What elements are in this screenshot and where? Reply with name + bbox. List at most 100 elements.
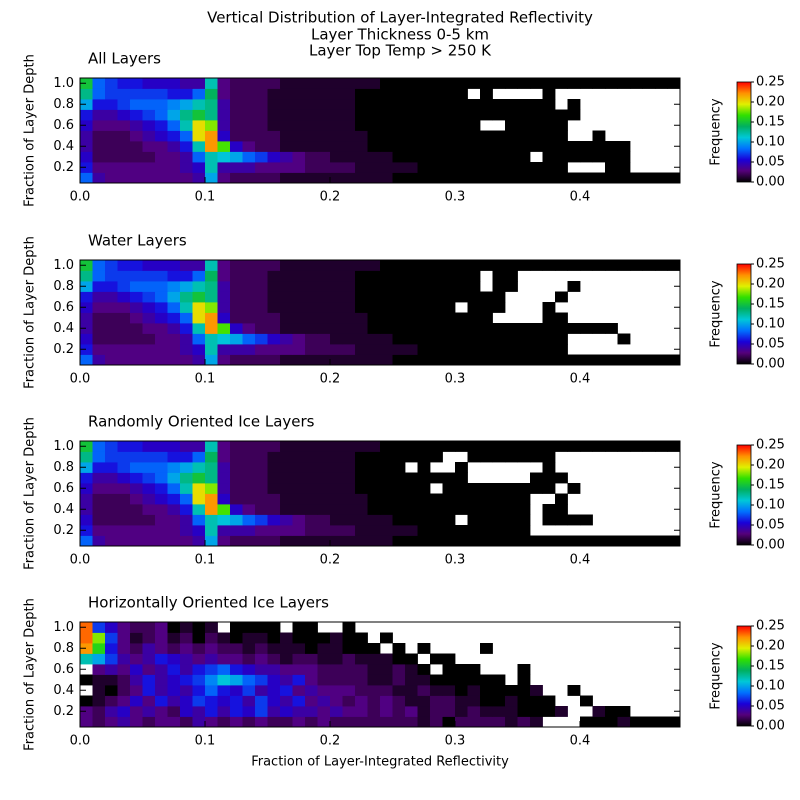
heatmap-cell [242, 472, 256, 484]
heatmap-cell [330, 78, 343, 89]
heatmap-cell [480, 302, 493, 313]
heatmap-cell [92, 141, 106, 152]
heatmap-cell [417, 483, 431, 494]
heatmap-cell [542, 141, 556, 152]
heatmap-cell [442, 472, 456, 484]
heatmap-cell [192, 706, 206, 717]
colorbar-tick-label: 0.15 [756, 297, 785, 312]
heatmap-cell [317, 525, 331, 536]
heatmap-cell [430, 525, 443, 536]
heatmap-cell [105, 109, 118, 121]
heatmap-cell [167, 535, 181, 547]
heatmap-cell [167, 78, 181, 89]
heatmap-cell [230, 120, 243, 131]
heatmap-cell [192, 281, 206, 292]
heatmap-cell [305, 354, 318, 366]
heatmap-cell [105, 472, 118, 484]
heatmap-cell [217, 302, 231, 313]
heatmap-cell [217, 643, 231, 654]
heatmap-cell [530, 472, 543, 484]
heatmap-cell [80, 472, 93, 484]
heatmap-cell [292, 504, 306, 515]
heatmap-cell [230, 643, 243, 654]
heatmap-cell [292, 664, 306, 675]
heatmap-cell [455, 706, 468, 717]
heatmap-cell [167, 695, 181, 707]
heatmap-cell [417, 706, 431, 717]
heatmap-cell [292, 151, 306, 163]
heatmap-cell [467, 323, 481, 334]
heatmap-cell [317, 535, 331, 547]
heatmap-cell [255, 504, 268, 515]
heatmap-cell [355, 451, 368, 463]
heatmap-cell [167, 706, 181, 717]
heatmap-cell [105, 151, 118, 163]
heatmap-cell [330, 462, 343, 473]
heatmap-cell [180, 141, 193, 152]
colorbar-tick-label: 0.15 [756, 659, 785, 674]
heatmap-cell [617, 716, 631, 728]
x-tick-label: 0.2 [320, 553, 341, 568]
heatmap-cell [530, 99, 543, 110]
heatmap-cell [567, 483, 581, 494]
heatmap-cell [105, 643, 118, 654]
heatmap-cell [167, 643, 181, 654]
heatmap-cell [180, 674, 193, 686]
heatmap-cell [492, 260, 506, 271]
heatmap-cell [92, 706, 106, 717]
heatmap-cell [455, 88, 468, 100]
heatmap-cell [305, 685, 318, 696]
heatmap-cell [130, 706, 143, 717]
heatmap-cell [242, 535, 256, 547]
heatmap-cell [180, 312, 193, 324]
heatmap-cell [442, 514, 456, 526]
heatmap-cell [367, 525, 381, 536]
heatmap-cell [142, 451, 156, 463]
x-tick-label: 0.0 [70, 372, 91, 387]
heatmap-cell [492, 323, 506, 334]
heatmap-cell [505, 270, 518, 282]
heatmap-cell [405, 130, 418, 142]
heatmap-cell [330, 354, 343, 366]
heatmap-cell [305, 451, 318, 463]
heatmap-cell [92, 685, 106, 696]
heatmap-cell [155, 451, 168, 463]
heatmap-cell [355, 472, 368, 484]
heatmap-cell [230, 281, 243, 292]
heatmap-cell [542, 302, 556, 313]
heatmap-cell [355, 664, 368, 675]
heatmap-cell [317, 120, 331, 131]
heatmap-cell [380, 344, 393, 355]
heatmap-cell [167, 685, 181, 696]
heatmap-cell [467, 120, 481, 131]
heatmap-cell [242, 291, 256, 303]
heatmap-cell [480, 451, 493, 463]
heatmap-cell [92, 344, 106, 355]
heatmap-cell [330, 99, 343, 110]
heatmap-cell [330, 162, 343, 173]
heatmap-cell [242, 312, 256, 324]
heatmap-cell [130, 141, 143, 152]
heatmap-cell [617, 78, 631, 89]
heatmap-cell [580, 260, 593, 271]
heatmap-cell [105, 653, 118, 665]
heatmap-cell [605, 162, 618, 173]
heatmap-cell [417, 472, 431, 484]
heatmap-cell [605, 441, 618, 452]
heatmap-cell [442, 333, 456, 345]
heatmap-cell [255, 344, 268, 355]
heatmap-cell [155, 312, 168, 324]
heatmap-cell [92, 493, 106, 505]
heatmap-cell [442, 302, 456, 313]
heatmap-cell [105, 291, 118, 303]
heatmap-cell [442, 260, 456, 271]
heatmap-cell [242, 151, 256, 163]
heatmap-cell [130, 632, 143, 644]
heatmap-cell [567, 78, 581, 89]
heatmap-cell [405, 260, 418, 271]
colorbar [736, 625, 752, 727]
heatmap-cell [180, 88, 193, 100]
heatmap-cell [230, 472, 243, 484]
heatmap-cell [142, 664, 156, 675]
heatmap-cell [205, 323, 218, 334]
